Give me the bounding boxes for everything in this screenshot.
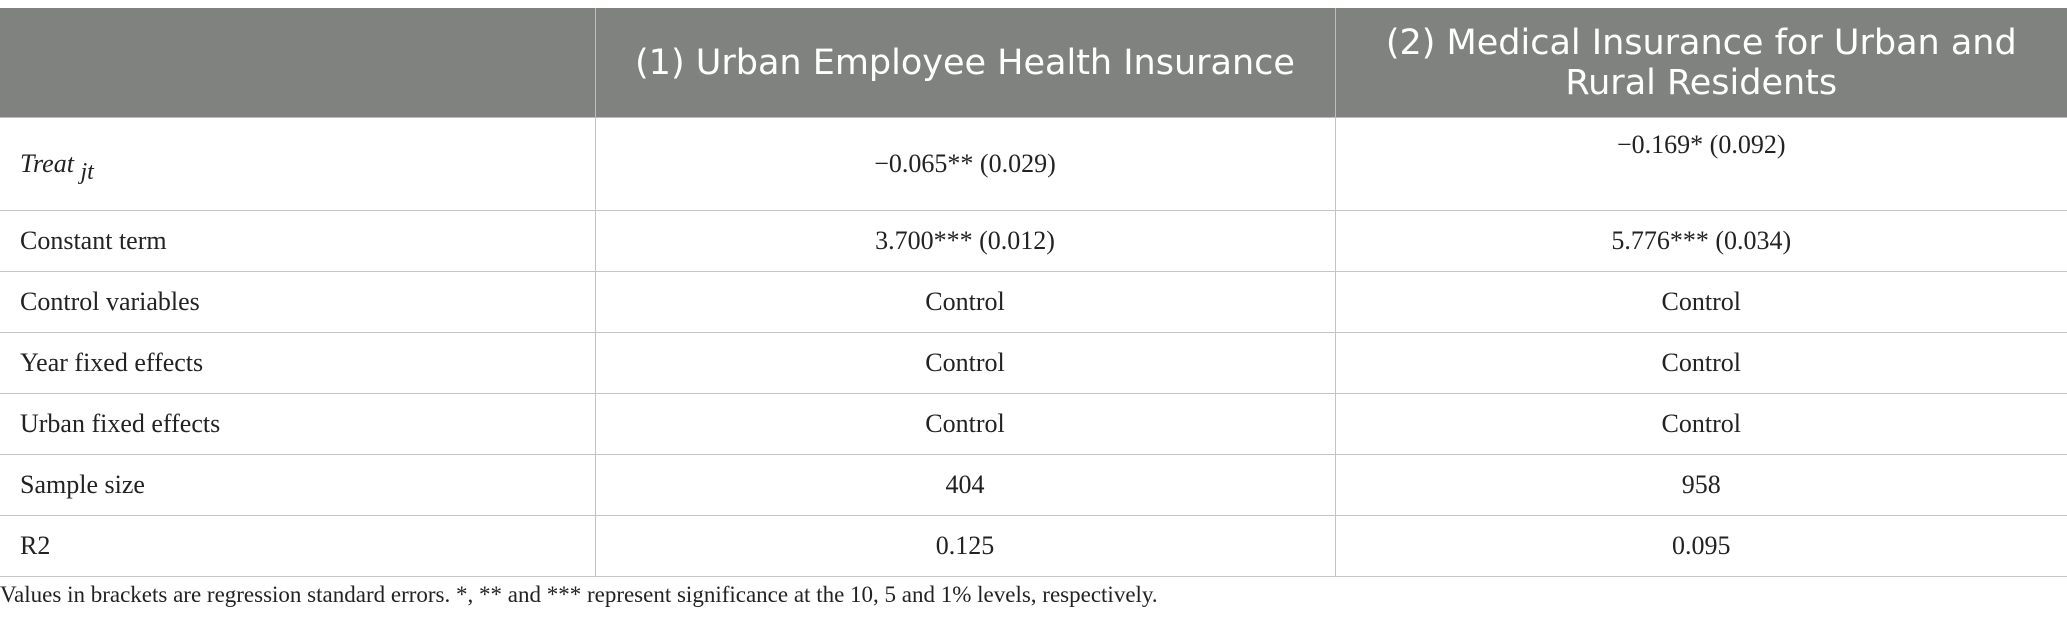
cell-col1: 404: [594, 454, 1336, 516]
cell-col2: 5.776*** (0.034): [1334, 210, 2067, 272]
table-row: Control variables Control Control: [0, 271, 2067, 333]
regression-table-container: (1) Urban Employee Health Insurance (2) …: [0, 8, 2067, 577]
cell-col1: 0.125: [594, 515, 1336, 577]
cell-col1: Control: [594, 332, 1336, 394]
cell-col2: Control: [1334, 393, 2067, 455]
cell-treat-col2: −0.169* (0.092): [1334, 117, 2067, 211]
header-urban-rural-residents: (2) Medical Insurance for Urban and Rura…: [1334, 8, 2067, 118]
treat-label-text: Treat: [20, 149, 74, 178]
cell-treat-col1: −0.065** (0.029): [594, 117, 1336, 211]
cell-col1: Control: [594, 271, 1336, 333]
row-label: Year fixed effects: [0, 332, 596, 394]
row-label: Sample size: [0, 454, 596, 516]
table-row: R2 0.125 0.095: [0, 515, 2067, 577]
regression-table: (1) Urban Employee Health Insurance (2) …: [0, 8, 2067, 577]
cell-col2: Control: [1334, 271, 2067, 333]
table-row: Year fixed effects Control Control: [0, 332, 2067, 394]
header-urban-employee: (1) Urban Employee Health Insurance: [594, 8, 1336, 118]
header-empty-cell: [0, 8, 596, 118]
row-label-treat: Treat jt: [0, 117, 596, 211]
table-body: Treat jt −0.065** (0.029) −0.169* (0.092…: [0, 117, 2067, 577]
table-row: Urban fixed effects Control Control: [0, 393, 2067, 455]
treat-label-subscript: jt: [80, 159, 94, 185]
row-label: Control variables: [0, 271, 596, 333]
cell-col2: 958: [1334, 454, 2067, 516]
row-label: R2: [0, 515, 596, 577]
table-row: Sample size 404 958: [0, 454, 2067, 516]
cell-col1: 3.700*** (0.012): [594, 210, 1336, 272]
table-row: Constant term 3.700*** (0.012) 5.776*** …: [0, 210, 2067, 272]
table-footnote: Values in brackets are regression standa…: [0, 582, 1158, 607]
table-row-treat: Treat jt −0.065** (0.029) −0.169* (0.092…: [0, 117, 2067, 211]
cell-col1: Control: [594, 393, 1336, 455]
table-header: (1) Urban Employee Health Insurance (2) …: [0, 8, 2067, 118]
cell-col2: 0.095: [1334, 515, 2067, 577]
row-label: Constant term: [0, 210, 596, 272]
row-label: Urban fixed effects: [0, 393, 596, 455]
cell-col2: Control: [1334, 332, 2067, 394]
header-row: (1) Urban Employee Health Insurance (2) …: [0, 8, 2067, 118]
